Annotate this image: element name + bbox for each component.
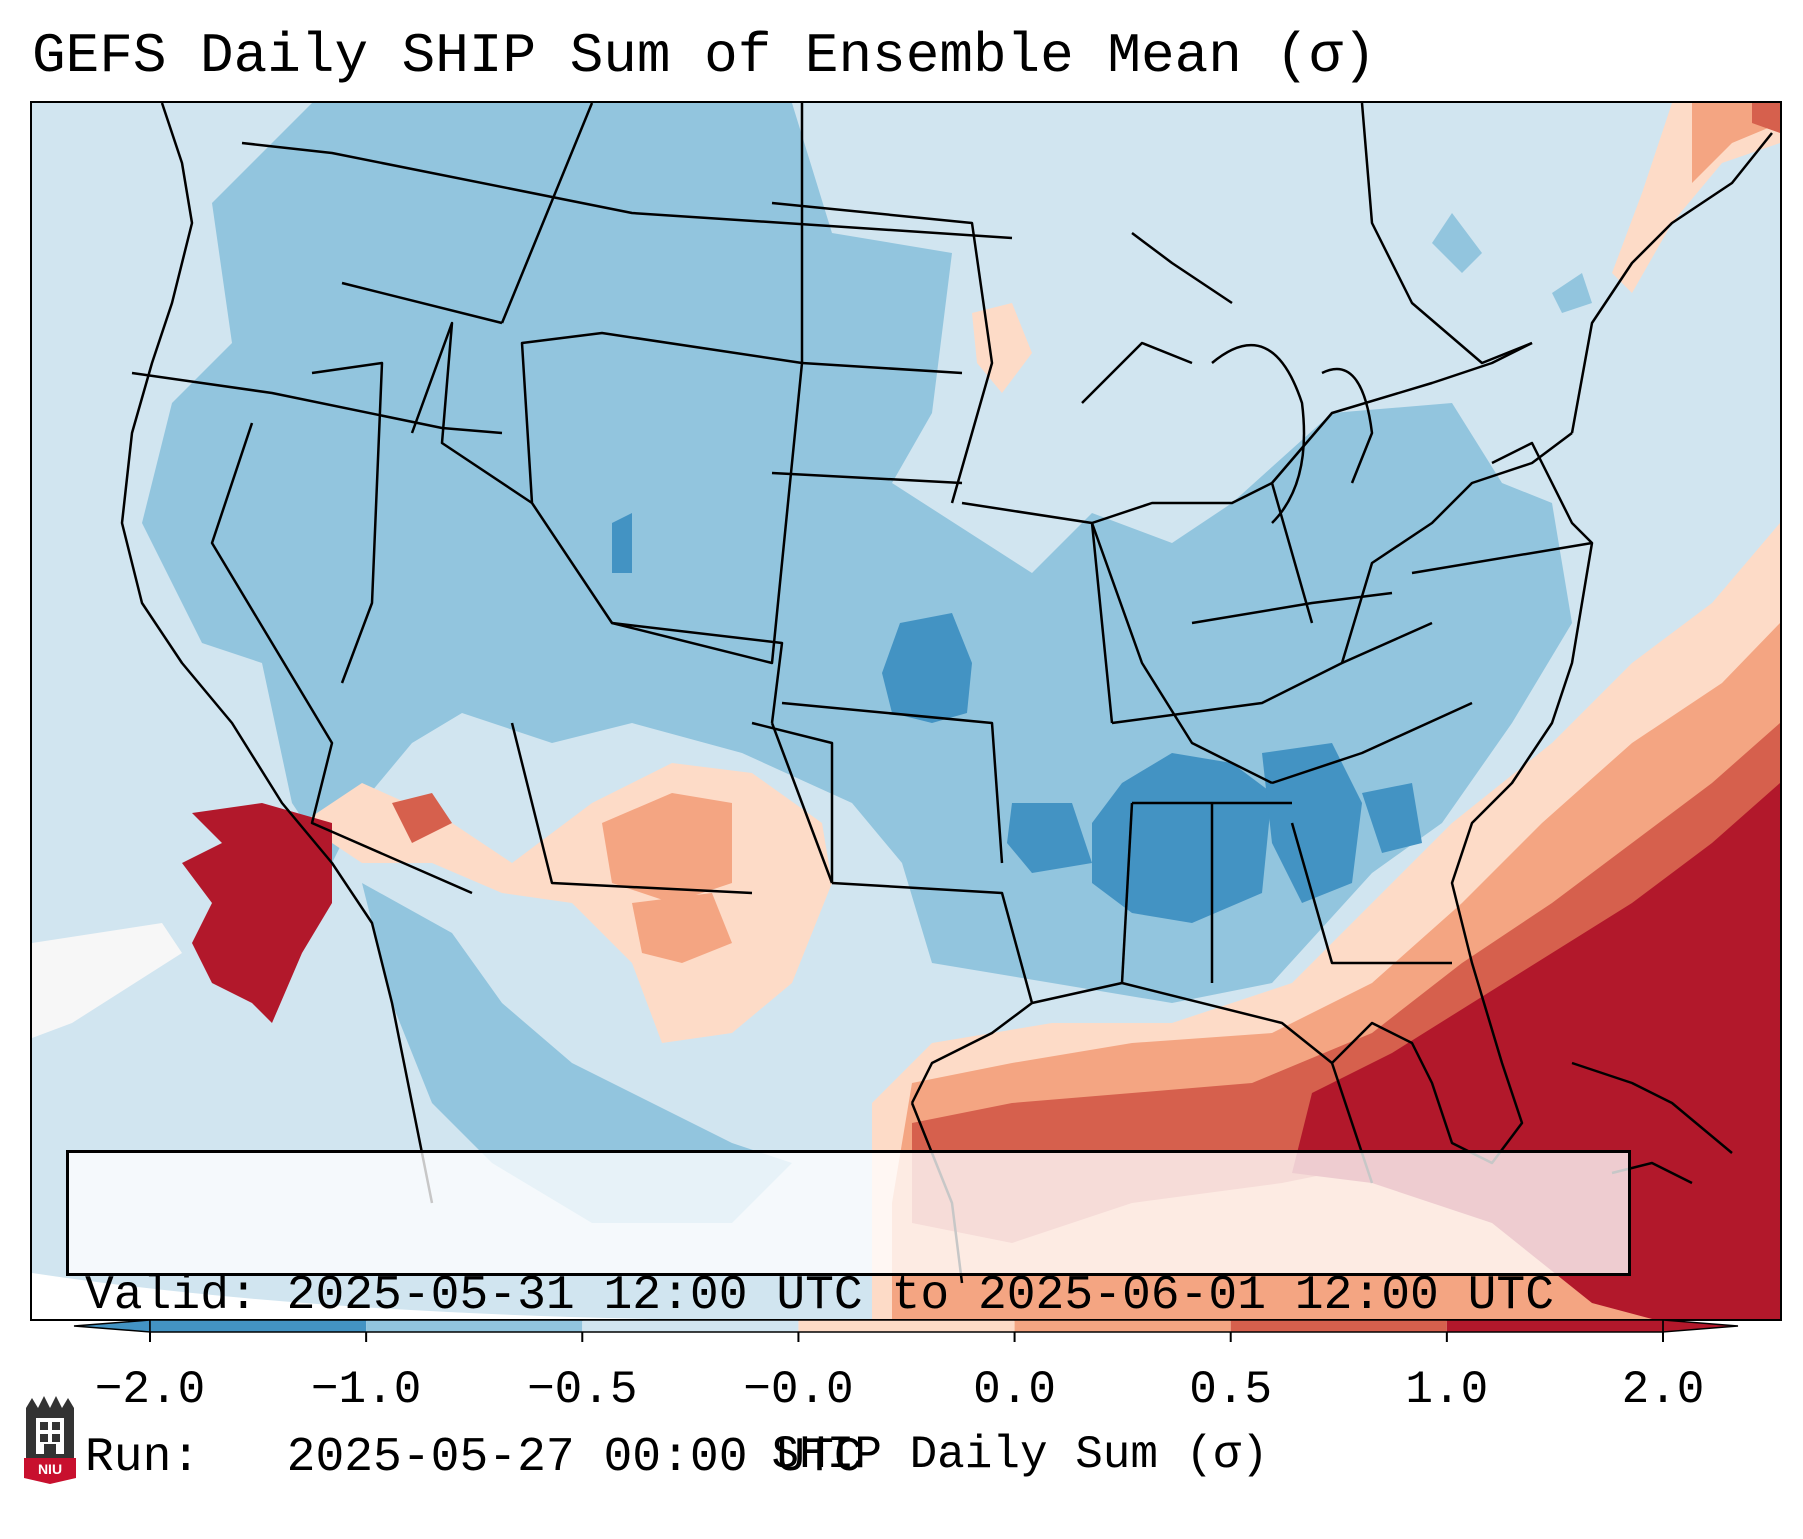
map-title: GEFS Daily SHIP Sum of Ensemble Mean (σ) [32,24,1377,88]
colorbar-tick-label: 1.0 [1405,1364,1489,1416]
valid-time-text: Valid: 2025-05-31 12:00 UTC to 2025-06-0… [85,1269,1555,1323]
colorbar-label: SHIP Daily Sum (σ) [771,1429,1269,1481]
colorbar-tick-label: −0.5 [527,1364,638,1416]
colorbar-ticks [149,1332,1664,1342]
colorbar-tick-label: 2.0 [1621,1364,1705,1416]
logo-text: NIU [38,1461,62,1477]
colorbar-segment [1014,1320,1231,1332]
map-borders [120,103,1773,1284]
colorbar-outline [149,1319,1664,1333]
colorbar-segment [582,1320,799,1332]
colorbar-segment [1446,1320,1663,1332]
offmap-region-sw [32,923,182,1038]
colorbar-tick-label: −1.0 [310,1364,422,1416]
colorbar-segment [366,1320,583,1332]
colorbar-tick-label: −0.0 [743,1364,854,1416]
anomaly-region-dk-blue [612,513,1422,923]
colorbar-segment [798,1320,1015,1332]
valid-run-info-box: Valid: 2025-05-31 12:00 UTC to 2025-06-0… [66,1150,1631,1485]
run-time-text: Run: 2025-05-27 00:00 UTC [85,1431,863,1485]
colorbar-extend-min [73,1319,151,1333]
colorbar-tick-label: −2.0 [94,1364,206,1416]
colorbar-extend-max [1662,1319,1739,1333]
colorbar-segment [1230,1320,1447,1332]
colorbar-segment [150,1320,367,1332]
colorbar-tick-label: 0.0 [973,1364,1056,1416]
colorbar [73,1319,1739,1342]
colorbar-tick-label: 0.5 [1189,1364,1273,1416]
colorbar-segments [73,1319,1739,1333]
map-panel [30,101,1782,1321]
niu-logo: NIU [24,1396,76,1484]
map-canvas [32,103,1780,1319]
